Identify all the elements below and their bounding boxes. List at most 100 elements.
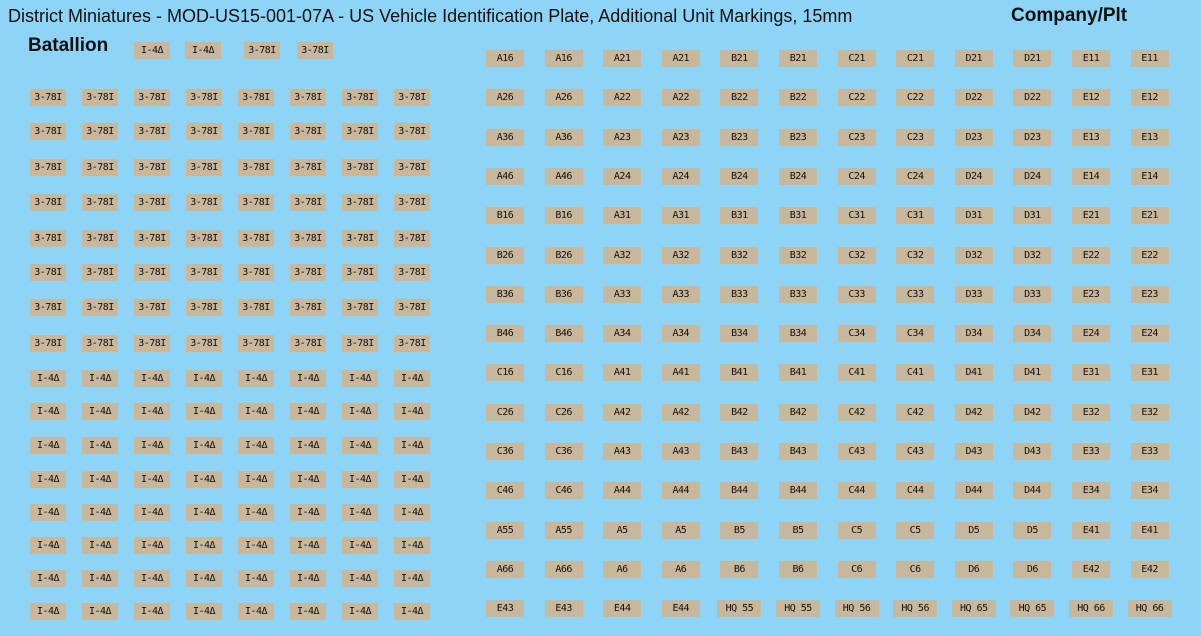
plate: C21 xyxy=(896,50,935,67)
plate: C42 xyxy=(837,403,876,421)
plate: I-4Δ xyxy=(30,537,66,554)
plate: B23 xyxy=(779,128,817,146)
plate: A31 xyxy=(661,207,700,225)
plate: E11 xyxy=(1130,50,1169,67)
plate: 3-78I xyxy=(394,123,430,140)
plate: 3-78I xyxy=(30,264,66,281)
plate: D23 xyxy=(954,128,993,146)
plate: A44 xyxy=(603,482,642,500)
plate: I-4Δ xyxy=(238,537,274,554)
plate: C22 xyxy=(896,89,935,107)
plate: 3-78I xyxy=(238,194,274,211)
plate: 3-78I xyxy=(342,335,378,352)
plate: 3-78I xyxy=(82,264,118,281)
plate: E24 xyxy=(1072,325,1110,343)
plate: 3-78I xyxy=(134,264,170,281)
plate: E13 xyxy=(1130,128,1169,146)
plate: 3-78I xyxy=(394,194,430,211)
plate: E34 xyxy=(1130,482,1169,500)
plate: E33 xyxy=(1072,443,1110,460)
plate: B16 xyxy=(544,207,583,225)
plate: A22 xyxy=(603,89,642,107)
plate: 3-78I xyxy=(134,335,170,352)
title: District Miniatures - MOD-US15-001-07A -… xyxy=(8,6,853,26)
plate: I-4Δ xyxy=(30,603,66,620)
plate: I-4Δ xyxy=(342,471,378,488)
plate: I-4Δ xyxy=(186,370,222,387)
plate: E13 xyxy=(1072,128,1110,146)
plate: 3-78I xyxy=(82,230,118,247)
plate: D41 xyxy=(954,364,993,382)
plate: I-4Δ xyxy=(238,603,274,620)
plate: A23 xyxy=(661,128,700,146)
plate: B42 xyxy=(720,403,759,421)
plate: B43 xyxy=(779,443,817,460)
plate: I-4Δ xyxy=(134,42,170,59)
plate: 3-78I xyxy=(82,194,118,211)
plate: C34 xyxy=(837,325,876,343)
plate: 3-78I xyxy=(186,335,222,352)
plate: D24 xyxy=(1013,167,1052,185)
plate: B42 xyxy=(779,403,817,421)
plate: 3-78I xyxy=(82,299,118,316)
plate: A26 xyxy=(544,89,583,107)
plate: I-4Δ xyxy=(238,504,274,521)
plate: E21 xyxy=(1130,207,1169,225)
plate: C34 xyxy=(896,325,935,343)
plate: C5 xyxy=(837,521,876,539)
plate: E22 xyxy=(1130,246,1169,264)
plate: C31 xyxy=(896,207,935,225)
plate: 3-78I xyxy=(342,123,378,140)
plate: I-4Δ xyxy=(30,403,66,420)
plate: B41 xyxy=(720,364,759,382)
plate: I-4Δ xyxy=(342,537,378,554)
plate: 3-78I xyxy=(394,230,430,247)
plate: A33 xyxy=(661,285,700,303)
plate: 3-78I xyxy=(82,89,118,106)
plate: C46 xyxy=(486,482,524,500)
plate: D43 xyxy=(954,443,993,460)
plate: I-4Δ xyxy=(394,537,430,554)
plate: A42 xyxy=(603,403,642,421)
plate: 3-78I xyxy=(186,230,222,247)
plate: I-4Δ xyxy=(342,403,378,420)
plate: I-4Δ xyxy=(238,403,274,420)
plate: E34 xyxy=(1072,482,1110,500)
plate: B36 xyxy=(486,285,524,303)
plate: E41 xyxy=(1130,521,1169,539)
plate: B22 xyxy=(720,89,759,107)
plate: B43 xyxy=(720,443,759,460)
plate: 3-78I xyxy=(238,335,274,352)
plate: I-4Δ xyxy=(134,603,170,620)
plate: 3-78I xyxy=(342,194,378,211)
plate: D31 xyxy=(954,207,993,225)
plate: A6 xyxy=(661,560,700,578)
plate: I-4Δ xyxy=(238,570,274,587)
plate: E11 xyxy=(1072,50,1110,67)
plate: C36 xyxy=(544,443,583,460)
plate: E43 xyxy=(486,600,524,618)
plate: A43 xyxy=(603,443,642,460)
plate: I-4Δ xyxy=(134,437,170,454)
plate: I-4Δ xyxy=(30,437,66,454)
plate: I-4Δ xyxy=(134,471,170,488)
plate: I-4Δ xyxy=(186,471,222,488)
plate: I-4Δ xyxy=(394,504,430,521)
plate: 3-78I xyxy=(238,264,274,281)
plate: I-4Δ xyxy=(134,403,170,420)
plate: I-4Δ xyxy=(186,504,222,521)
plate: B24 xyxy=(779,167,817,185)
plate: C23 xyxy=(896,128,935,146)
batallion-label: Batallion xyxy=(28,35,109,56)
plate: I-4Δ xyxy=(82,570,118,587)
plate: A36 xyxy=(544,128,583,146)
plate: I-4Δ xyxy=(82,537,118,554)
plate: D22 xyxy=(1013,89,1052,107)
plate: E31 xyxy=(1130,364,1169,382)
plate: A41 xyxy=(661,364,700,382)
plate: I-4Δ xyxy=(342,504,378,521)
plate: E12 xyxy=(1072,89,1110,107)
plate: B26 xyxy=(486,246,524,264)
plate: C32 xyxy=(896,246,935,264)
plate: B24 xyxy=(720,167,759,185)
